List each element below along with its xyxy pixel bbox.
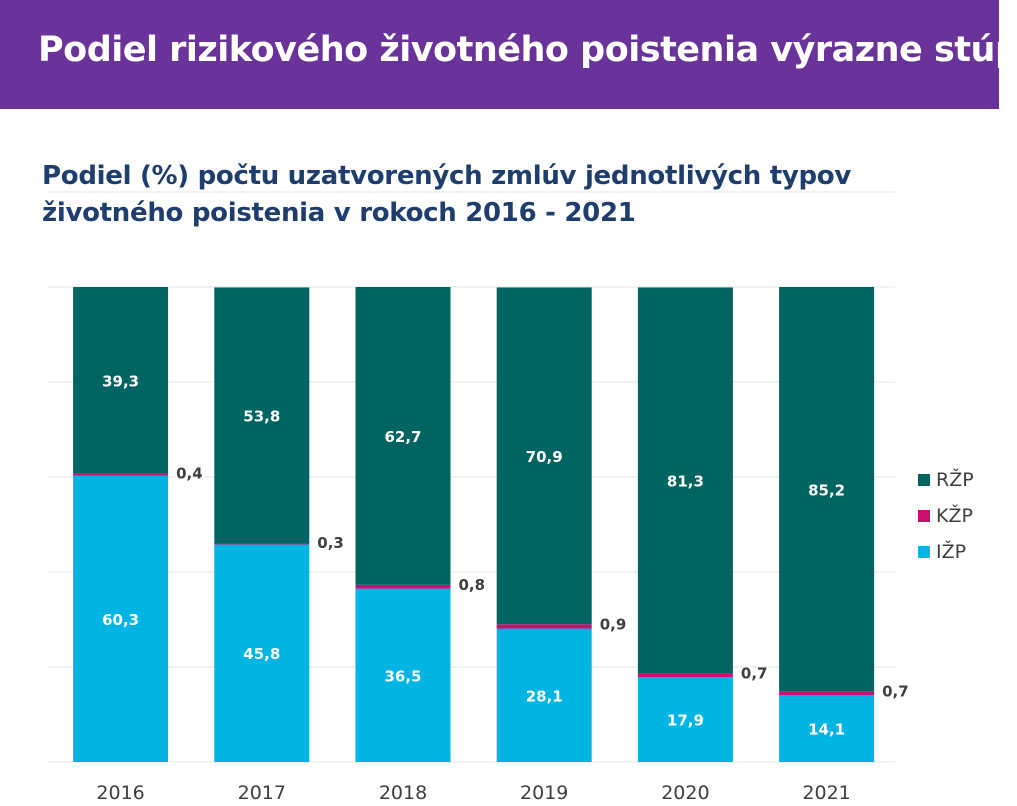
chart-subtitle: Podiel (%) počtu uzatvorených zmlúv jedn…: [42, 158, 851, 232]
data-label-kzp: 0,8: [459, 576, 486, 594]
chart-legend: RŽP KŽP IŽP: [918, 462, 974, 570]
bar-segment-kžp: [355, 584, 451, 589]
x-tick-label: 2018: [379, 782, 427, 804]
data-label-rzp: 85,2: [808, 481, 845, 499]
bar-segment-ižp: [214, 544, 310, 762]
data-label-kzp: 0,9: [600, 615, 627, 633]
data-label-kzp: 0,7: [741, 665, 768, 683]
x-tick-label: 2017: [238, 782, 286, 804]
chart-subtitle-line-1: Podiel (%) počtu uzatvorených zmlúv jedn…: [42, 161, 851, 191]
legend-swatch: [918, 510, 930, 522]
x-tick-label: 2019: [520, 782, 568, 804]
data-label-kzp: 0,7: [882, 683, 909, 701]
data-label-rzp: 70,9: [526, 448, 563, 466]
data-label-rzp: 81,3: [667, 473, 704, 491]
bar-segment-ižp: [355, 588, 451, 762]
legend-item-ržp: RŽP: [918, 462, 974, 498]
legend-label: RŽP: [936, 469, 974, 491]
data-label-izp: 17,9: [667, 711, 704, 729]
x-tick-label: 2016: [96, 782, 144, 804]
bar-segment-kžp: [73, 473, 169, 476]
title-banner: Podiel rizikového životného poistenia vý…: [0, 0, 1017, 109]
data-label-kzp: 0,3: [317, 534, 344, 552]
bar-segment-ržp: [779, 287, 875, 692]
bar-segment-ržp: [496, 287, 592, 625]
bar-segment-ržp: [73, 287, 169, 474]
data-label-rzp: 39,3: [102, 372, 139, 390]
legend-item-kžp: KŽP: [918, 498, 974, 534]
bar-segment-ržp: [637, 287, 733, 674]
bar-segment-ržp: [214, 287, 310, 544]
data-label-izp: 36,5: [384, 667, 421, 685]
legend-swatch: [918, 474, 930, 486]
bar-segment-kžp: [214, 543, 310, 545]
x-tick-label: 2020: [661, 782, 709, 804]
data-label-izp: 14,1: [808, 721, 845, 739]
bar-segment-kžp: [779, 691, 875, 696]
data-label-kzp: 0,4: [176, 465, 203, 483]
data-label-izp: 45,8: [243, 645, 280, 663]
data-label-rzp: 53,8: [243, 407, 280, 425]
x-tick-label: 2021: [802, 782, 850, 804]
page-title: Podiel rizikového životného poistenia vý…: [38, 30, 1017, 70]
bar-segment-ižp: [73, 475, 169, 762]
bar-segment-ižp: [496, 628, 592, 762]
bar-segment-kžp: [496, 624, 592, 629]
data-label-rzp: 62,7: [384, 428, 421, 446]
bar-segment-ržp: [355, 287, 451, 585]
data-label-izp: 28,1: [526, 687, 563, 705]
legend-item-ižp: IŽP: [918, 534, 974, 570]
chart-subtitle-line-2: životného poistenia v rokoch 2016 - 2021: [42, 198, 636, 228]
bar-segment-ižp: [637, 676, 733, 762]
legend-label: KŽP: [936, 505, 973, 527]
bar-segment-ižp: [779, 695, 875, 762]
data-label-izp: 60,3: [102, 611, 139, 629]
legend-label: IŽP: [936, 541, 967, 563]
legend-swatch: [918, 546, 930, 558]
bar-segment-kžp: [637, 673, 733, 677]
